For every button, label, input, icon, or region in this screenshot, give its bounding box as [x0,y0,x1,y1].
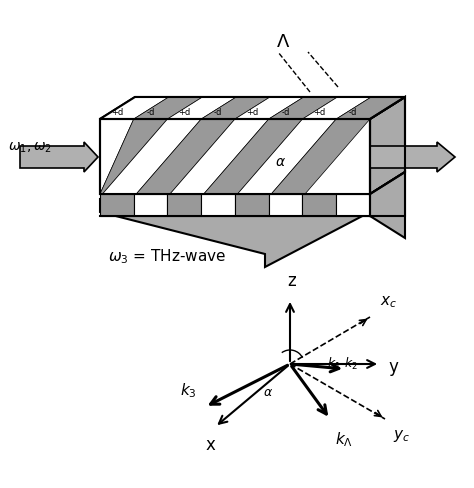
Polygon shape [302,98,371,120]
Polygon shape [235,195,269,217]
Polygon shape [269,195,302,217]
Text: $k_\Lambda$: $k_\Lambda$ [335,429,353,448]
Text: $\omega_1,\omega_2$: $\omega_1,\omega_2$ [8,141,52,155]
Polygon shape [302,195,336,217]
Polygon shape [100,195,134,217]
Polygon shape [100,98,405,120]
FancyArrow shape [370,142,455,173]
Polygon shape [271,120,370,195]
Text: +d: +d [313,108,326,117]
Polygon shape [370,98,405,195]
Polygon shape [100,98,169,120]
Polygon shape [370,173,405,239]
Polygon shape [100,120,134,195]
Text: $x_c$: $x_c$ [380,294,397,309]
Text: +d: +d [246,108,258,117]
Polygon shape [102,120,201,195]
Polygon shape [170,120,269,195]
Text: -d: -d [282,108,290,117]
Polygon shape [235,98,304,120]
Polygon shape [134,195,167,217]
Text: -d: -d [146,108,155,117]
Polygon shape [204,120,302,195]
Text: -d: -d [214,108,222,117]
Polygon shape [100,120,167,195]
Polygon shape [136,120,235,195]
Text: z: z [288,271,296,289]
Polygon shape [134,98,202,120]
Text: +d: +d [178,108,191,117]
Text: $\omega_3$ = THz-wave: $\omega_3$ = THz-wave [108,246,226,265]
Text: $\Lambda$: $\Lambda$ [276,33,290,51]
Text: $\alpha$: $\alpha$ [275,155,286,169]
Polygon shape [167,98,236,120]
Polygon shape [167,195,201,217]
Text: -d: -d [349,108,357,117]
Polygon shape [336,98,405,120]
Text: x: x [205,435,215,453]
Text: $\alpha$: $\alpha$ [263,386,273,399]
Polygon shape [336,195,370,217]
FancyArrow shape [20,142,98,173]
Text: y: y [388,357,398,375]
Polygon shape [201,98,270,120]
Polygon shape [237,120,336,195]
Text: $y_c$: $y_c$ [393,427,410,443]
Polygon shape [269,98,337,120]
Polygon shape [201,195,235,217]
Text: $k_1$-$k_2$: $k_1$-$k_2$ [327,355,359,371]
Polygon shape [100,200,370,267]
Polygon shape [370,173,405,217]
Text: $k_3$: $k_3$ [180,381,197,399]
Text: +d: +d [111,108,123,117]
